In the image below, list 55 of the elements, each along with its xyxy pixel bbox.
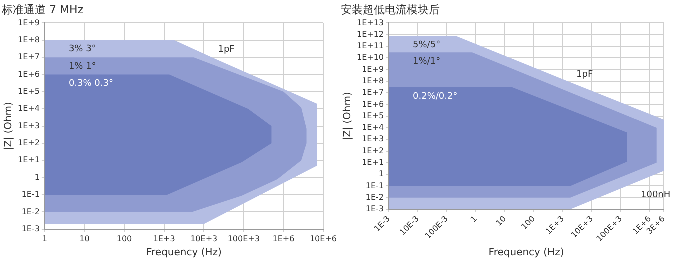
y-tick-label: 1E-2 [22, 207, 40, 216]
x-tick-label: 1 [42, 234, 48, 244]
y-tick-label: 1E+3 [18, 121, 40, 130]
annotation: 100nH [640, 190, 671, 200]
y-tick-label: 1E+4 [362, 123, 384, 132]
y-tick-label: 1E-1 [366, 181, 384, 190]
y-tick-label: 1 [378, 170, 384, 179]
y-tick-label: 1E+12 [356, 30, 384, 39]
y-tick-label: 1E+4 [18, 104, 40, 114]
y-tick-label: 1E-3 [366, 204, 384, 214]
y-tick-label: 1E+9 [18, 18, 40, 28]
y-tick-label: 1E+9 [362, 64, 384, 74]
series-label: 1%/1° [413, 56, 441, 67]
series-label: 3% 3° [68, 44, 96, 55]
x-tick-label: 100 [116, 234, 132, 244]
x-tick-label: 10E+6 [310, 234, 337, 244]
series-label: 1% 1° [68, 62, 96, 72]
y-tick-label: 1E+8 [18, 35, 40, 44]
y-axis-title: |Z| (Ohm) [342, 92, 354, 141]
y-tick-label: 1E+13 [356, 18, 384, 28]
series-label: 0.2%/0.2° [413, 92, 458, 102]
y-tick-label: 1E+6 [18, 70, 40, 79]
y-tick-label: 1E+1 [362, 158, 384, 168]
y-tick-label: 1E+7 [362, 88, 384, 98]
y-tick-label: 1E+5 [362, 111, 384, 120]
annotation: 1pF [576, 70, 594, 80]
y-tick-label: 1E+5 [18, 87, 40, 96]
x-tick-label: 1 [468, 214, 479, 224]
y-tick-label: 1E-1 [22, 190, 40, 200]
y-tick-label: 1E+10 [356, 53, 384, 62]
series-label: 0.3% 0.3° [68, 79, 114, 90]
y-tick-label: 1E-2 [366, 192, 384, 202]
y-tick-label: 1E+3 [362, 134, 384, 144]
x-tick-label: 100E+3 [228, 234, 260, 244]
y-tick-label: 1E+8 [362, 76, 384, 86]
y-tick-label: 1E+2 [362, 146, 384, 156]
x-tick-label: 100 [520, 214, 537, 232]
x-axis-title: Frequency (Hz) [488, 248, 564, 259]
y-axis-title: |Z| (Ohm) [4, 102, 15, 151]
annotation: 1pF [218, 44, 235, 55]
chart-title: 标准通道 7 MHz [1, 3, 84, 16]
y-tick-label: 1E+2 [18, 138, 40, 148]
x-tick-label: 10 [494, 214, 508, 228]
x-tick-label: 1E+6 [272, 234, 295, 244]
y-tick-label: 1E+6 [362, 100, 384, 109]
x-axis-title: Frequency (Hz) [146, 248, 222, 259]
series-label: 5%/5° [413, 40, 441, 50]
x-tick-label: 10E+3 [190, 234, 218, 244]
chart-title: 安装超低电流模块后 [341, 3, 440, 16]
y-tick-label: 1E+11 [356, 42, 384, 51]
y-tick-label: 1E+7 [18, 52, 40, 62]
y-tick-label: 1E+1 [18, 156, 40, 165]
x-tick-label: 10 [80, 234, 90, 244]
x-tick-label: 1E+3 [153, 234, 176, 244]
y-tick-label: 1 [34, 172, 40, 182]
